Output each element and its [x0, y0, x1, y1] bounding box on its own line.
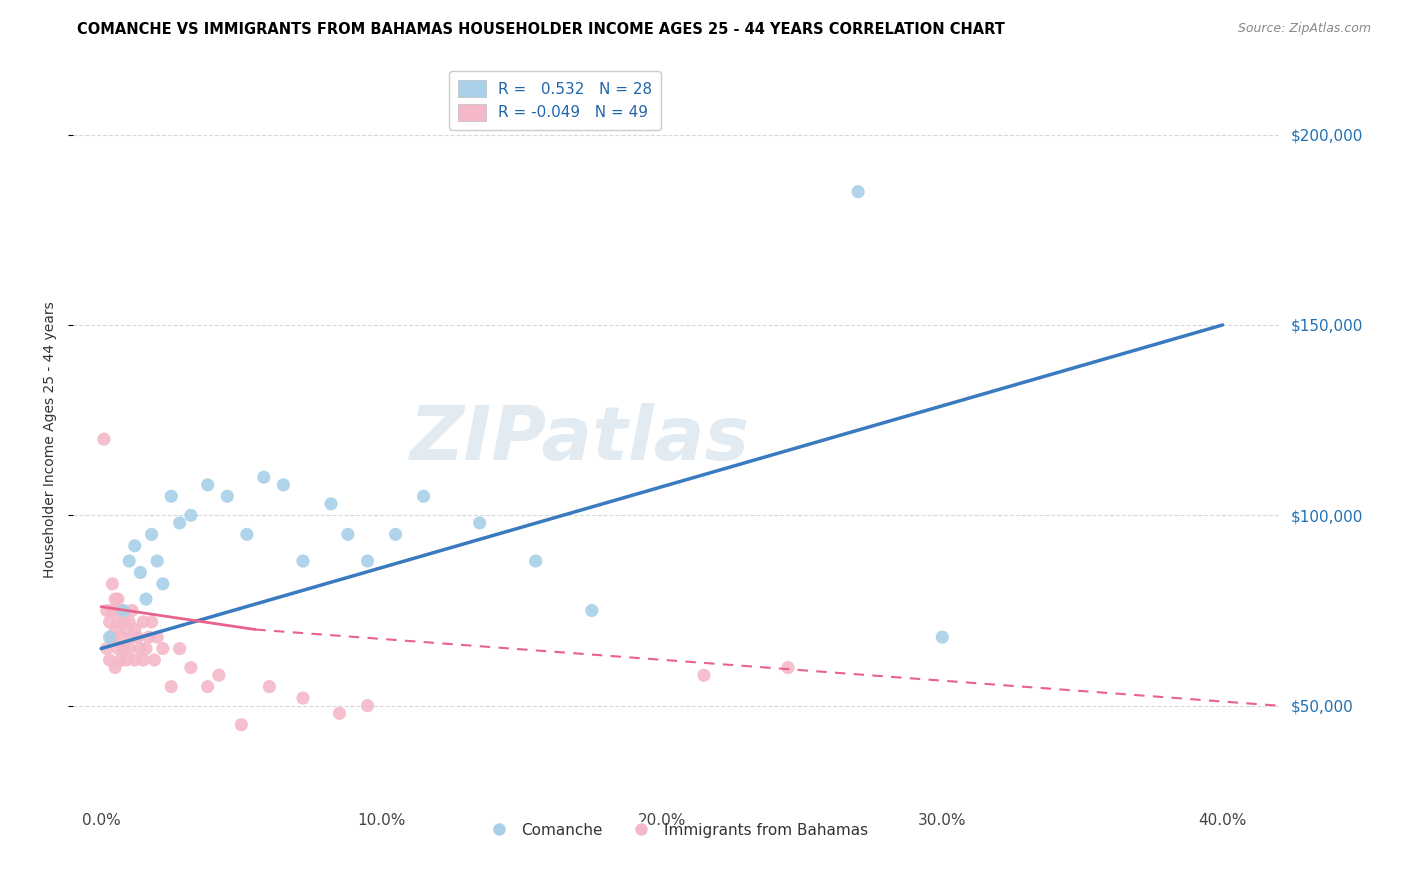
Point: [121, 630, 143, 644]
Point: [468, 516, 491, 530]
Point: [110, 603, 132, 617]
Point: [101, 577, 124, 591]
Point: [135, 641, 157, 656]
Point: [104, 623, 127, 637]
Point: [143, 653, 166, 667]
Point: [931, 630, 953, 644]
Point: [336, 527, 359, 541]
Point: [169, 641, 191, 656]
Point: [197, 680, 219, 694]
Point: [96, 603, 118, 617]
Point: [141, 615, 163, 629]
Point: [253, 470, 276, 484]
Point: [581, 603, 603, 617]
Text: Source: ZipAtlas.com: Source: ZipAtlas.com: [1237, 22, 1371, 36]
Point: [384, 527, 406, 541]
Point: [180, 660, 202, 674]
Point: [98, 653, 121, 667]
Point: [356, 698, 378, 713]
Point: [135, 592, 157, 607]
Point: [115, 653, 138, 667]
Point: [129, 641, 152, 656]
Point: [236, 527, 259, 541]
Point: [776, 660, 799, 674]
Point: [118, 615, 141, 629]
Point: [146, 554, 169, 568]
Point: [124, 653, 146, 667]
Point: [96, 641, 118, 656]
Point: [115, 623, 138, 637]
Point: [98, 615, 121, 629]
Point: [104, 660, 127, 674]
Text: COMANCHE VS IMMIGRANTS FROM BAHAMAS HOUSEHOLDER INCOME AGES 25 - 44 YEARS CORREL: COMANCHE VS IMMIGRANTS FROM BAHAMAS HOUS…: [77, 22, 1005, 37]
Legend: Comanche, Immigrants from Bahamas: Comanche, Immigrants from Bahamas: [477, 817, 875, 844]
Point: [141, 527, 163, 541]
Point: [112, 641, 135, 656]
Y-axis label: Householder Income Ages 25 - 44 years: Householder Income Ages 25 - 44 years: [44, 301, 58, 577]
Point: [127, 630, 149, 644]
Point: [138, 630, 160, 644]
Point: [231, 717, 253, 731]
Point: [107, 615, 129, 629]
Point: [328, 706, 350, 721]
Point: [169, 516, 191, 530]
Point: [132, 615, 155, 629]
Point: [107, 641, 129, 656]
Point: [124, 623, 146, 637]
Point: [112, 603, 135, 617]
Point: [98, 630, 121, 644]
Point: [129, 566, 152, 580]
Point: [259, 680, 281, 694]
Point: [217, 489, 239, 503]
Point: [93, 432, 115, 446]
Point: [292, 691, 315, 706]
Point: [112, 615, 135, 629]
Point: [104, 592, 127, 607]
Point: [356, 554, 378, 568]
Point: [152, 577, 174, 591]
Point: [124, 539, 146, 553]
Point: [846, 185, 869, 199]
Point: [319, 497, 342, 511]
Point: [273, 478, 295, 492]
Point: [110, 653, 132, 667]
Point: [101, 630, 124, 644]
Point: [208, 668, 231, 682]
Point: [121, 603, 143, 617]
Point: [107, 592, 129, 607]
Text: ZIPatlas: ZIPatlas: [409, 402, 749, 475]
Point: [160, 680, 183, 694]
Point: [524, 554, 547, 568]
Point: [152, 641, 174, 656]
Point: [101, 603, 124, 617]
Point: [110, 630, 132, 644]
Point: [412, 489, 434, 503]
Point: [180, 508, 202, 523]
Point: [693, 668, 716, 682]
Point: [160, 489, 183, 503]
Point: [118, 641, 141, 656]
Point: [292, 554, 315, 568]
Point: [146, 630, 169, 644]
Point: [197, 478, 219, 492]
Point: [118, 554, 141, 568]
Point: [132, 653, 155, 667]
